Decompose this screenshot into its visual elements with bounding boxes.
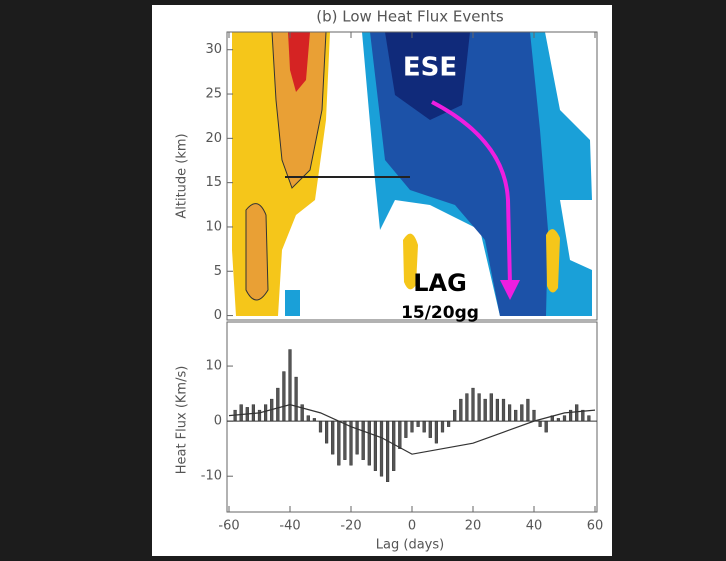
bar — [562, 415, 567, 422]
x-tick-label: -60 — [218, 519, 239, 534]
bar — [404, 420, 408, 438]
bar — [367, 420, 371, 466]
y-axis-label: Heat Flux (Km/s) — [175, 366, 190, 475]
annotation: LAG — [413, 269, 467, 297]
bar — [459, 398, 463, 422]
y-tick-label: 0 — [214, 414, 222, 429]
chart-title: (b) Low Heat Flux Events — [316, 8, 504, 26]
y-axis-label: Altitude (km) — [175, 133, 190, 218]
bar — [282, 371, 286, 422]
bar — [495, 398, 499, 422]
bar — [477, 393, 481, 422]
bar — [343, 420, 347, 460]
x-tick-label: 20 — [465, 519, 482, 534]
bar — [318, 420, 323, 433]
x-tick-label: 40 — [526, 519, 543, 534]
bar — [337, 420, 341, 466]
bar — [428, 420, 432, 438]
bar — [264, 404, 268, 422]
bar — [489, 393, 493, 422]
contour-red — [288, 32, 310, 92]
contour-orange — [271, 31, 327, 189]
y-tick-label: 25 — [205, 87, 222, 102]
annotation: 15/20gg — [401, 303, 479, 323]
x-tick-label: -40 — [279, 519, 300, 534]
bar — [386, 420, 390, 482]
bar — [453, 409, 457, 422]
bar — [416, 420, 420, 427]
y-tick-label: 5 — [214, 264, 222, 279]
x-tick-label: 0 — [408, 519, 416, 534]
bar — [440, 420, 445, 433]
contour-orange — [245, 203, 269, 301]
bar — [465, 393, 469, 422]
bar — [434, 420, 438, 444]
bar — [379, 420, 384, 477]
bar — [239, 404, 243, 422]
bar — [331, 420, 335, 455]
bar — [373, 420, 377, 471]
contour-yellow — [403, 233, 418, 290]
x-tick-label: -20 — [340, 519, 361, 534]
bar — [325, 420, 329, 444]
bar — [349, 420, 353, 466]
bar — [501, 398, 506, 422]
bar — [447, 420, 451, 427]
mean-line — [228, 403, 596, 455]
bar — [398, 420, 402, 449]
x-axis-label: Lag (days) — [376, 538, 444, 553]
bar — [508, 404, 512, 422]
bar — [361, 420, 365, 460]
bar — [544, 420, 548, 433]
y-tick-label: 30 — [205, 42, 222, 57]
lag-arrow — [431, 100, 512, 286]
bar — [483, 398, 487, 422]
bar — [288, 349, 292, 422]
bar — [520, 404, 524, 422]
bar — [575, 404, 579, 422]
bar — [410, 420, 414, 433]
bar — [471, 387, 475, 422]
contour-fields — [232, 31, 592, 316]
contour-light-blue — [285, 290, 300, 316]
bar — [526, 398, 530, 422]
bar — [306, 415, 310, 422]
y-tick-label: 15 — [205, 175, 222, 190]
contour-yellow — [546, 229, 560, 293]
y-tick-label: 10 — [205, 359, 222, 374]
y-tick-label: 0 — [214, 308, 222, 323]
bar — [422, 420, 426, 433]
bar — [538, 420, 542, 427]
y-tick-label: 20 — [205, 131, 222, 146]
y-tick-label: -10 — [201, 469, 222, 484]
bar — [514, 409, 518, 422]
bar — [392, 420, 396, 471]
bar — [355, 420, 359, 455]
bar — [294, 376, 298, 422]
lag-arrow-head — [500, 280, 520, 300]
bar — [257, 409, 262, 422]
y-tick-label: 10 — [205, 219, 222, 234]
contour-dark-blue — [385, 32, 470, 120]
bar — [587, 415, 591, 422]
x-tick-label: 60 — [587, 519, 604, 534]
annotation: ESE — [403, 53, 457, 83]
bar — [532, 409, 536, 422]
bar — [276, 387, 280, 422]
